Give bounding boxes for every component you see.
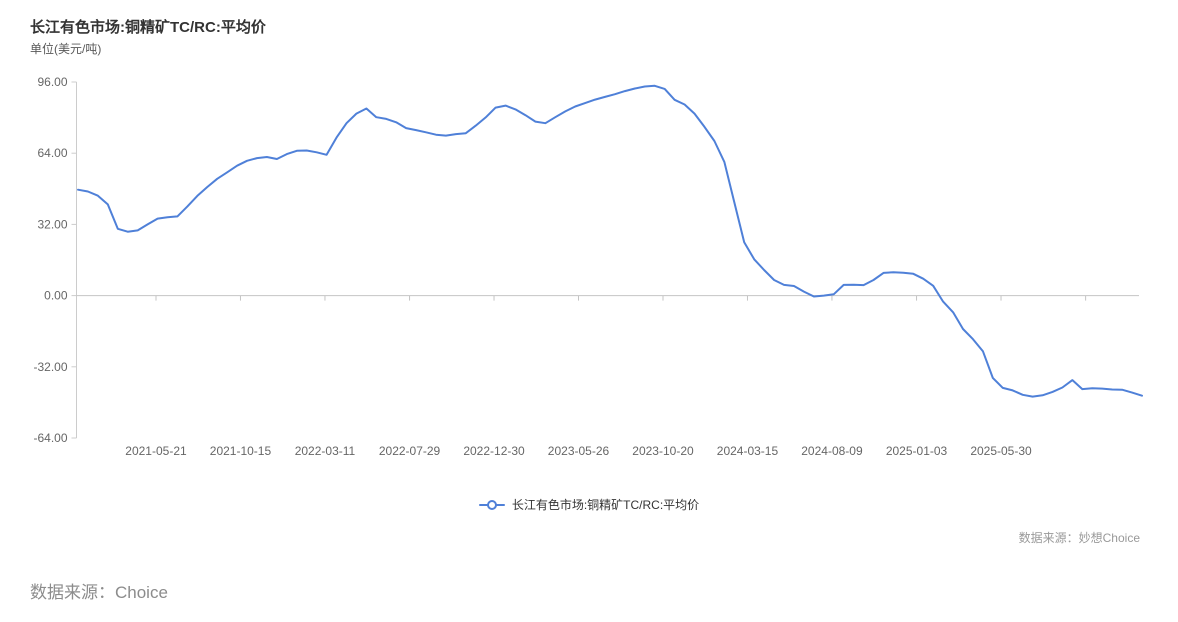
chart-title: 长江有色市场:铜精矿TC/RC:平均价 bbox=[30, 19, 266, 36]
page-source-note: 数据来源：Choice bbox=[30, 583, 168, 602]
x-axis-tick-label: 2022-03-11 bbox=[295, 444, 356, 458]
legend-item[interactable]: 长江有色市场:铜精矿TC/RC:平均价 bbox=[0, 496, 1178, 513]
x-axis-tick-label: 2025-01-03 bbox=[886, 444, 948, 458]
x-axis-tick-label: 2022-12-30 bbox=[463, 444, 525, 458]
x-axis-tick-label: 2021-10-15 bbox=[210, 444, 272, 458]
y-axis-tick-label: 64.00 bbox=[37, 146, 67, 160]
legend-label: 长江有色市场:铜精矿TC/RC:平均价 bbox=[511, 498, 700, 512]
x-axis-tick-label: 2021-05-21 bbox=[125, 444, 187, 458]
x-axis-tick-label: 2023-10-20 bbox=[632, 444, 694, 458]
x-axis-tick-label: 2024-03-15 bbox=[717, 444, 779, 458]
y-axis-tick-label: -32.00 bbox=[33, 360, 67, 374]
y-axis-tick-label: -64.00 bbox=[33, 431, 67, 445]
y-axis-tick-label: 96.00 bbox=[37, 75, 67, 89]
x-axis-tick-label: 2023-05-26 bbox=[548, 444, 610, 458]
line-series-marker-icon bbox=[478, 499, 505, 511]
chart-source-note: 数据来源：妙想Choice bbox=[1018, 531, 1140, 545]
x-axis-tick-label: 2022-07-29 bbox=[379, 444, 441, 458]
price-line-series bbox=[77, 84, 1143, 398]
y-axis-tick-label: 0.00 bbox=[44, 289, 68, 303]
y-axis-tick-label: 32.00 bbox=[37, 217, 67, 231]
x-axis-tick-label: 2025-05-30 bbox=[970, 444, 1032, 458]
x-axis-tick-label: 2024-08-09 bbox=[801, 444, 863, 458]
unit-label: 单位(美元/吨) bbox=[30, 42, 102, 56]
